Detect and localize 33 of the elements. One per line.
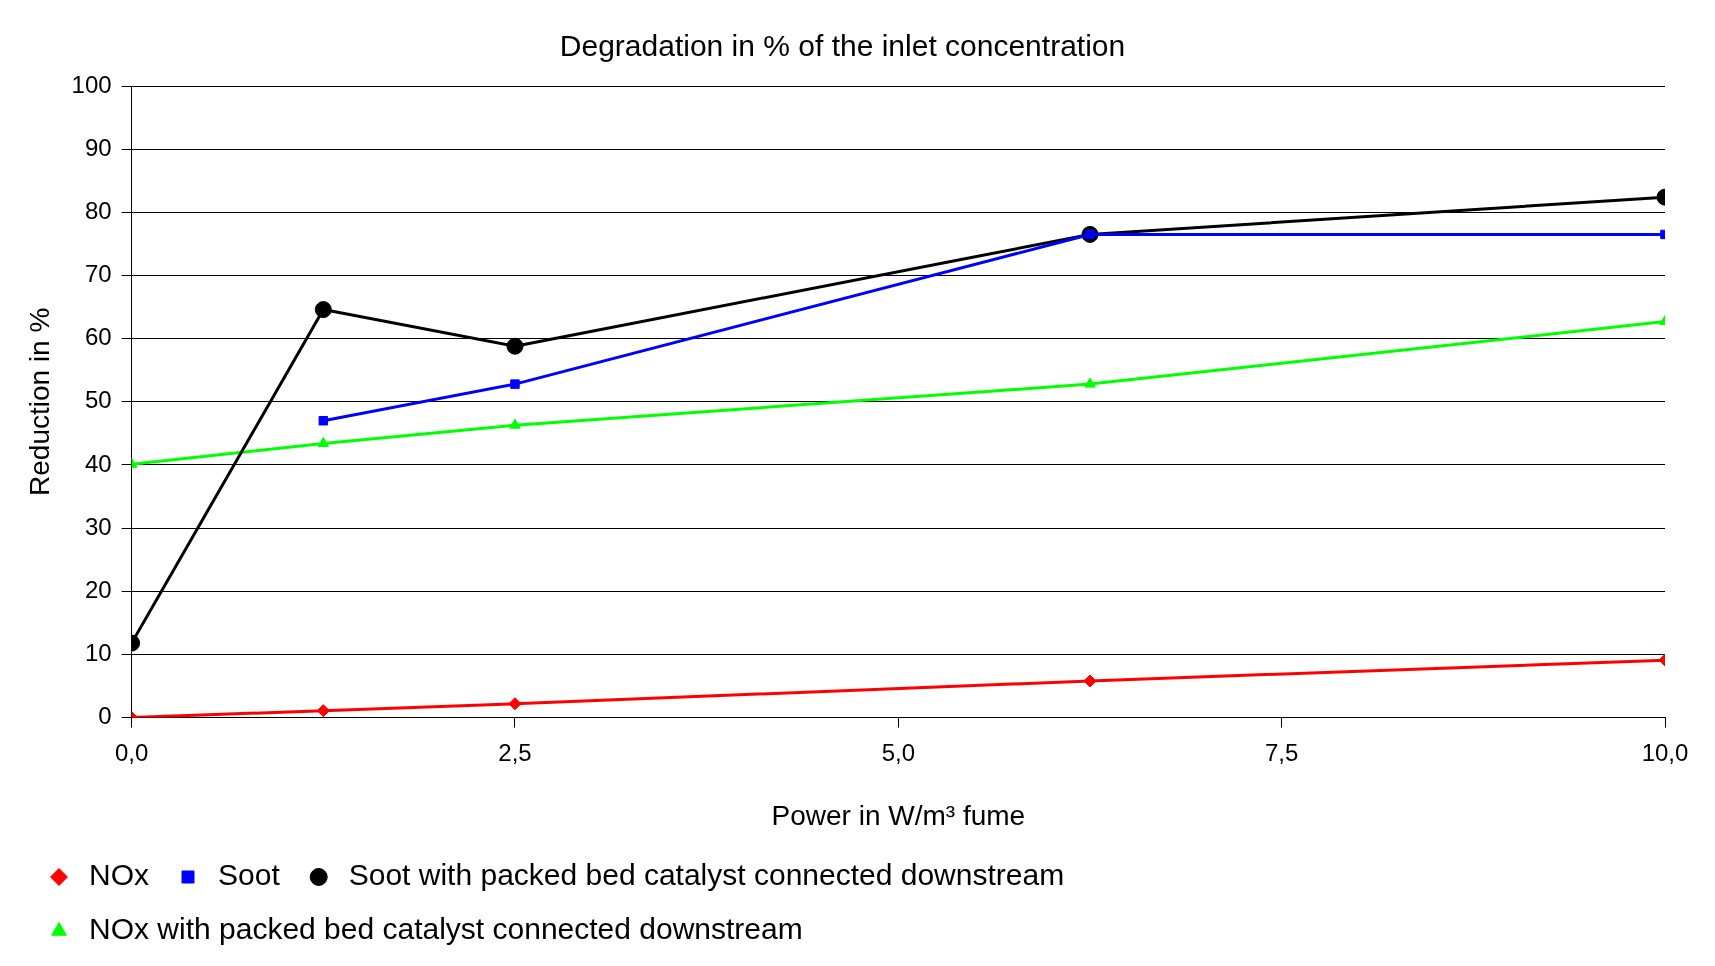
y-tick-label: 80 [84, 196, 112, 224]
legend-label: Soot [218, 858, 281, 892]
legend-label: Soot with packed bed catalyst connected downstream [348, 858, 1065, 892]
point [317, 436, 330, 447]
point [314, 301, 332, 319]
x-tick-label: 5,0 [881, 738, 916, 766]
y-tick-label: 40 [84, 449, 112, 477]
point [318, 416, 329, 426]
y-axis-title: Reduction in % [23, 307, 55, 496]
y-tick-label: 10 [84, 639, 112, 667]
x-tick-label: 2,5 [498, 738, 532, 766]
y-tick-label: 100 [71, 70, 112, 98]
x-axis-title: Power in W/m³ fume [771, 799, 1026, 831]
chart-title: Degradation in % of the inlet concentration [559, 29, 1126, 63]
x-tick-label: 10,0 [1641, 738, 1689, 766]
y-tick-label: 90 [84, 133, 112, 161]
point [510, 379, 520, 389]
legend-label: NOx with packed bed catalyst connected downstream [89, 912, 803, 946]
y-tick-label: 70 [84, 260, 112, 288]
y-tick-label: 0 [98, 702, 112, 730]
y-tick-label: 20 [84, 575, 112, 603]
x-tick-label: 7,5 [1264, 738, 1299, 766]
point [509, 418, 521, 429]
x-tick-label: 0,0 [114, 738, 149, 766]
y-tick-label: 50 [84, 386, 112, 414]
point [508, 697, 522, 711]
point [1084, 377, 1096, 388]
point [506, 337, 524, 355]
y-tick-label: 60 [84, 323, 112, 351]
y-tick-label: 30 [84, 512, 112, 540]
point [1083, 674, 1097, 688]
legend-label: NOx [89, 858, 149, 892]
point [316, 704, 330, 718]
